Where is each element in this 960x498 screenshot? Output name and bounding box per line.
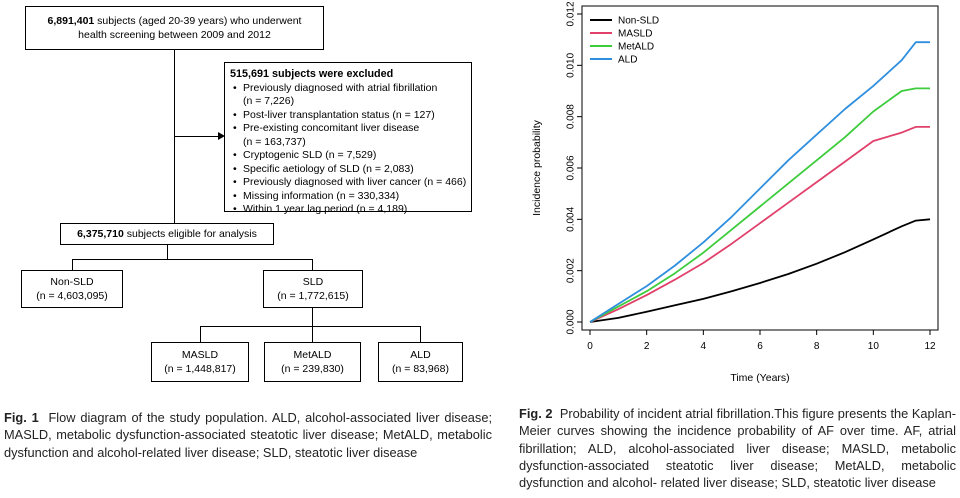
x-tick-label: 0 xyxy=(587,341,593,352)
y-tick-label: 0.004 xyxy=(566,206,577,231)
y-tick-label: 0.008 xyxy=(566,104,577,129)
y-tick-label: 0.012 xyxy=(566,1,577,26)
flow-connector xyxy=(167,245,168,259)
y-tick-label: 0.000 xyxy=(566,309,577,334)
exclusion-item: Previously diagnosed with atrial fibrill… xyxy=(233,82,467,109)
flow-box-eligible: 6,375,710 subjects eligible for analysis xyxy=(60,223,274,245)
y-axis-label: Incidence probability xyxy=(531,119,543,215)
exclusion-item: Missing information (n = 330,334) xyxy=(233,190,467,204)
exclusion-item: Specific aetiology of SLD (n = 2,083) xyxy=(233,163,467,177)
y-tick-label: 0.002 xyxy=(566,258,577,283)
series-line-non-sld xyxy=(589,218,931,323)
x-tick-label: 4 xyxy=(701,341,707,352)
flow-connector xyxy=(200,326,421,327)
fig2-text: Probability of incident atrial fibrillat… xyxy=(519,406,956,491)
caption-fig2: Fig. 2 Probability of incident atrial fi… xyxy=(519,405,956,491)
flow-connector xyxy=(72,259,313,260)
flow-box-sld: SLD (n = 1,772,615) xyxy=(263,270,363,308)
excluded-title: 515,691 subjects were excluded xyxy=(230,68,394,80)
flow-box-nonsld: Non-SLD (n = 4,603,095) xyxy=(21,270,123,308)
flow-connector xyxy=(200,326,201,342)
km-chart: 0 2 4 6 8 10 12 0.000 0.002 0.004 0.006 0.008 0.010 0… xyxy=(531,1,939,384)
legend-label: MetALD xyxy=(618,42,654,53)
series-line-ald xyxy=(589,41,930,323)
exclusion-item: Previously diagnosed with liver cancer (… xyxy=(233,176,467,190)
exclusion-item: Within 1 year lag period (n = 4,189) xyxy=(233,203,467,217)
series-line-masld xyxy=(589,126,930,323)
fig1-label: Fig. 1 xyxy=(4,410,39,425)
legend-label: Non-SLD xyxy=(618,16,659,27)
fig1-text: Flow diagram of the study population. AL… xyxy=(4,410,492,460)
legend-label: ALD xyxy=(618,55,637,66)
caption-fig1: Fig. 1 Flow diagram of the study populat… xyxy=(4,409,492,461)
flow-box-masld: MASLD (n = 1,448,817) xyxy=(151,342,249,382)
y-tick-label: 0.010 xyxy=(566,52,577,77)
flow-connector xyxy=(312,326,313,342)
exclusion-item: Pre-existing concomitant liver disease(n… xyxy=(233,122,467,149)
flow-connector xyxy=(72,259,73,270)
flow-connector xyxy=(312,308,313,326)
exclusion-item: Cryptogenic SLD (n = 7,529) xyxy=(233,149,467,163)
legend-label: MASLD xyxy=(618,29,652,40)
flow-connector xyxy=(312,259,313,270)
flow-box-ald: ALD (n = 83,968) xyxy=(378,342,463,382)
flow-connector xyxy=(420,326,421,342)
flow-box-metald: MetALD (n = 239,830) xyxy=(264,342,361,382)
exclusion-list: Previously diagnosed with atrial fibrill… xyxy=(230,82,467,217)
x-tick-label: 10 xyxy=(868,341,880,352)
series-line-metald xyxy=(589,87,930,323)
x-tick-label: 8 xyxy=(814,341,820,352)
flow-diagram: 6,891,401 subjects (aged 20-39 years) wh… xyxy=(0,0,505,400)
x-tick-label: 12 xyxy=(924,341,936,352)
x-tick-label: 2 xyxy=(644,341,650,352)
fig2-label: Fig. 2 xyxy=(519,406,553,421)
y-tick-label: 0.006 xyxy=(566,155,577,180)
arrow-head xyxy=(218,132,225,140)
flow-connector xyxy=(174,136,220,137)
exclusion-item: Post-liver transplantation status (n = 1… xyxy=(233,109,467,123)
x-tick-label: 6 xyxy=(757,341,763,352)
flow-box-total: 6,891,401 subjects (aged 20-39 years) wh… xyxy=(25,6,324,50)
x-axis-label: Time (Years) xyxy=(730,372,789,384)
flow-box-excluded: 515,691 subjects were excluded Previousl… xyxy=(224,62,472,216)
